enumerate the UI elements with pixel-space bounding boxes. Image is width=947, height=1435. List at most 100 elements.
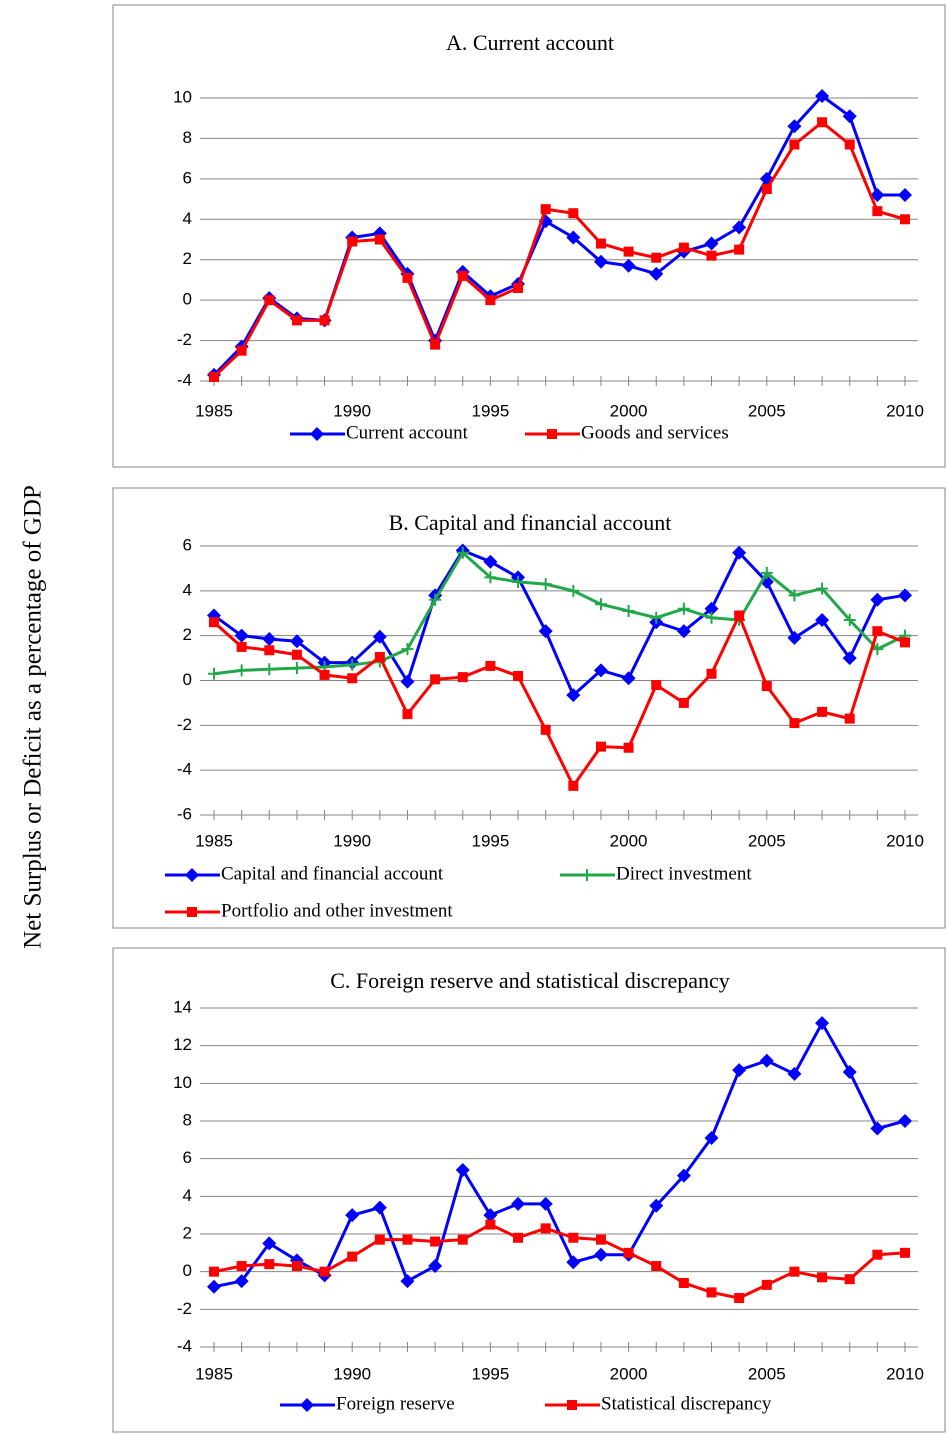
marker: [817, 117, 828, 128]
marker: [759, 1053, 774, 1068]
marker: [593, 663, 608, 678]
marker: [372, 629, 387, 644]
marker: [898, 1114, 912, 1128]
panel-frame: [112, 487, 946, 929]
x-tick-label: 1995: [471, 831, 509, 850]
marker: [871, 643, 884, 656]
marker: [678, 697, 689, 708]
marker: [761, 681, 772, 692]
x-tick-label: 2005: [748, 401, 786, 420]
marker: [430, 1236, 441, 1247]
marker: [511, 1196, 526, 1211]
marker: [568, 208, 579, 219]
marker: [842, 651, 857, 666]
marker: [234, 1274, 249, 1289]
y-tick-label: 4: [183, 1186, 192, 1205]
marker: [512, 575, 525, 588]
marker: [374, 651, 385, 662]
marker: [291, 1261, 302, 1272]
marker: [346, 658, 359, 671]
marker: [705, 611, 718, 624]
marker: [900, 1247, 910, 1258]
marker: [430, 339, 441, 350]
marker: [319, 669, 330, 680]
legend-label: Direct investment: [616, 863, 752, 884]
marker: [734, 610, 745, 621]
legend-label: Foreign reserve: [336, 1393, 455, 1414]
marker: [345, 1208, 360, 1223]
y-tick-label: 2: [183, 1223, 192, 1242]
x-tick-label: 1985: [195, 401, 233, 420]
marker: [291, 649, 302, 660]
panel-frame: [112, 947, 946, 1433]
marker: [706, 668, 717, 679]
marker: [900, 637, 910, 648]
marker: [623, 1247, 634, 1258]
marker: [898, 188, 912, 203]
series-line: [212, 120, 906, 379]
marker: [457, 270, 468, 281]
marker: [263, 663, 276, 676]
y-tick-label: 6: [183, 535, 192, 554]
marker: [264, 295, 275, 306]
marker: [566, 230, 581, 245]
x-tick-label: 2005: [748, 831, 786, 850]
marker: [734, 1293, 745, 1304]
x-tick-label: 2010: [886, 1364, 924, 1383]
y-tick-label: -6: [177, 804, 192, 823]
marker: [815, 1016, 830, 1031]
marker: [622, 605, 635, 618]
marker: [374, 234, 385, 245]
marker: [870, 188, 885, 203]
marker: [262, 632, 277, 647]
marker: [300, 1398, 314, 1412]
marker: [789, 718, 800, 729]
marker: [815, 612, 830, 627]
marker: [430, 674, 441, 685]
marker: [455, 1162, 470, 1177]
marker: [651, 252, 662, 263]
marker: [872, 626, 883, 637]
marker: [485, 660, 496, 671]
x-tick-label: 1990: [333, 401, 371, 420]
marker: [484, 571, 497, 584]
marker: [209, 371, 219, 382]
marker: [651, 1261, 662, 1272]
marker: [234, 628, 249, 643]
y-tick-label: 8: [183, 1110, 192, 1129]
marker: [347, 673, 358, 684]
panel-frame: [112, 4, 946, 468]
y-tick-label: 14: [173, 997, 192, 1016]
y-tick-label: 0: [183, 290, 192, 309]
marker: [483, 554, 498, 569]
marker: [595, 741, 606, 752]
marker: [513, 283, 524, 294]
marker: [402, 1234, 413, 1245]
marker: [310, 427, 324, 441]
marker: [649, 266, 664, 281]
marker: [595, 238, 606, 249]
marker: [400, 1274, 415, 1289]
marker: [236, 345, 247, 356]
marker: [401, 643, 414, 656]
x-tick-label: 2005: [748, 1364, 786, 1383]
marker: [732, 545, 747, 560]
marker: [817, 1272, 828, 1283]
marker: [593, 254, 608, 269]
marker: [187, 907, 197, 917]
marker: [347, 236, 358, 247]
marker: [761, 183, 772, 194]
marker: [787, 630, 802, 645]
y-tick-label: 8: [183, 128, 192, 147]
marker: [566, 1255, 581, 1270]
y-tick-label: -4: [177, 370, 192, 389]
marker: [208, 667, 220, 680]
marker: [567, 584, 580, 597]
legend-label: Capital and financial account: [221, 863, 444, 884]
y-tick-label: 4: [183, 580, 192, 599]
marker: [844, 713, 855, 724]
marker: [872, 1249, 883, 1260]
marker: [347, 1251, 358, 1262]
y-tick-label: 6: [183, 168, 192, 187]
marker: [870, 592, 885, 607]
